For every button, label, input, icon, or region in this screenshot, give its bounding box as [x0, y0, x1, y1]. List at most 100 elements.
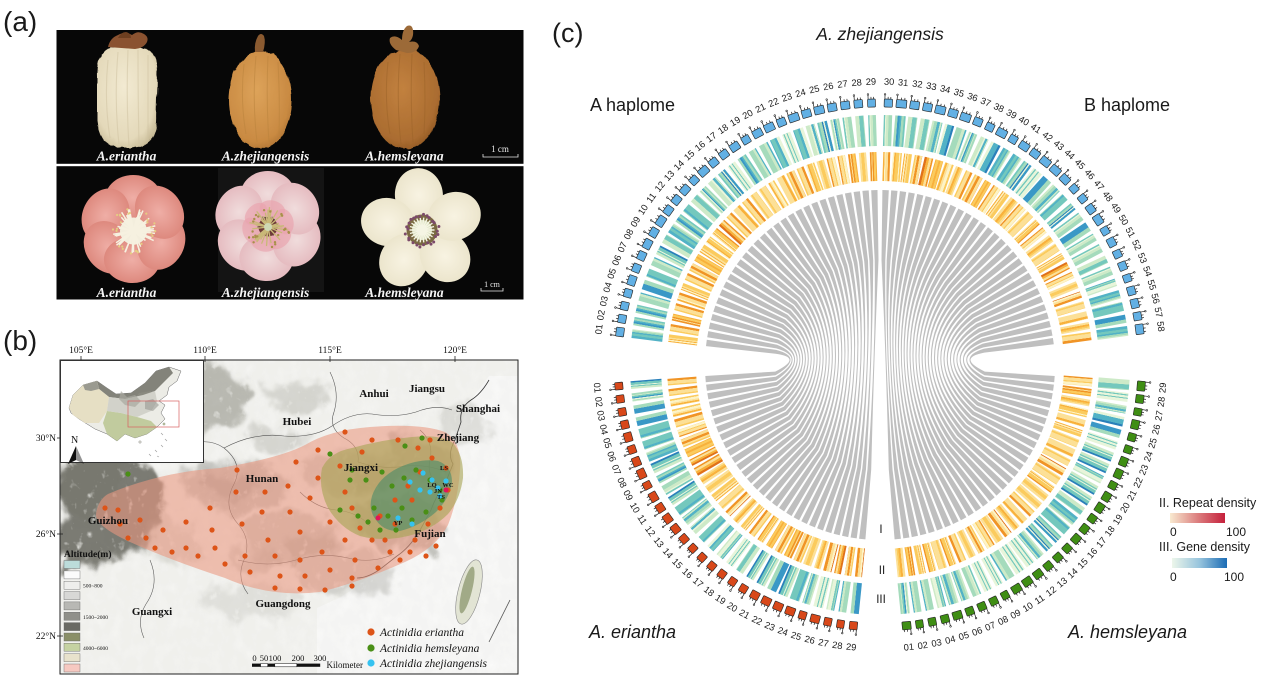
- svg-text:01: 01: [593, 323, 604, 335]
- svg-text:40: 40: [1017, 114, 1031, 128]
- svg-text:27: 27: [837, 79, 849, 90]
- svg-text:120°E: 120°E: [443, 345, 467, 356]
- svg-text:1500~2000: 1500~2000: [83, 615, 108, 621]
- svg-text:YP: YP: [394, 520, 403, 527]
- svg-text:21: 21: [1125, 488, 1139, 502]
- svg-text:A.hemsleyana: A.hemsleyana: [364, 149, 444, 164]
- svg-text:1 cm: 1 cm: [484, 280, 501, 289]
- svg-text:36: 36: [966, 91, 979, 104]
- svg-text:100: 100: [1226, 525, 1246, 539]
- svg-text:II. Repeat density: II. Repeat density: [1159, 496, 1257, 510]
- svg-text:A haplome: A haplome: [590, 95, 675, 115]
- svg-text:A.zhejiangensis: A.zhejiangensis: [221, 285, 309, 300]
- svg-text:03: 03: [930, 637, 942, 649]
- svg-text:LS: LS: [440, 465, 448, 472]
- svg-text:04: 04: [601, 281, 613, 294]
- svg-text:11: 11: [644, 191, 658, 205]
- svg-text:02: 02: [595, 309, 607, 321]
- svg-text:09: 09: [1009, 607, 1023, 621]
- svg-text:100: 100: [1224, 570, 1244, 584]
- svg-text:Guangxi: Guangxi: [132, 606, 172, 618]
- svg-text:110°E: 110°E: [193, 345, 217, 356]
- svg-text:54: 54: [1141, 265, 1154, 278]
- svg-text:27: 27: [1153, 410, 1165, 422]
- svg-text:26: 26: [1150, 423, 1162, 435]
- svg-text:Zhejiang: Zhejiang: [437, 432, 480, 444]
- svg-text:01: 01: [903, 642, 914, 653]
- svg-text:III: III: [876, 594, 886, 606]
- svg-text:500~800: 500~800: [83, 584, 103, 590]
- svg-text:(a): (a): [3, 6, 37, 37]
- svg-text:07: 07: [610, 463, 623, 476]
- svg-text:29: 29: [1157, 382, 1168, 393]
- svg-text:51: 51: [1123, 225, 1137, 239]
- svg-text:0: 0: [1170, 525, 1177, 539]
- svg-text:22: 22: [750, 614, 764, 627]
- svg-text:30: 30: [884, 77, 895, 87]
- svg-text:17: 17: [704, 130, 718, 144]
- svg-text:28: 28: [831, 640, 843, 651]
- svg-text:Guangdong: Guangdong: [255, 598, 311, 610]
- svg-text:21: 21: [754, 101, 768, 114]
- svg-text:A. hemsleyana: A. hemsleyana: [1067, 622, 1187, 642]
- svg-text:WC: WC: [442, 482, 454, 489]
- svg-text:39: 39: [1005, 107, 1019, 121]
- svg-text:20: 20: [1118, 501, 1132, 515]
- svg-text:05: 05: [601, 437, 613, 450]
- svg-text:03: 03: [598, 295, 610, 307]
- svg-text:24: 24: [776, 625, 789, 638]
- svg-text:A. eriantha: A. eriantha: [588, 622, 676, 642]
- svg-text:10: 10: [1021, 600, 1035, 614]
- svg-text:08: 08: [615, 476, 628, 490]
- svg-text:55: 55: [1145, 278, 1158, 291]
- svg-text:22°N: 22°N: [36, 631, 56, 642]
- svg-text:42: 42: [1040, 129, 1054, 143]
- svg-text:25: 25: [790, 630, 803, 643]
- svg-text:A.eriantha: A.eriantha: [96, 149, 157, 164]
- svg-text:18: 18: [1103, 524, 1117, 538]
- svg-text:19: 19: [1111, 513, 1125, 527]
- svg-text:1 cm: 1 cm: [491, 144, 509, 154]
- svg-text:04: 04: [598, 423, 610, 435]
- svg-text:TS: TS: [437, 494, 445, 501]
- svg-text:300: 300: [314, 653, 327, 663]
- svg-text:Actinidia zhejiangensis: Actinidia zhejiangensis: [379, 658, 488, 670]
- svg-text:01: 01: [592, 382, 603, 393]
- svg-text:0: 0: [252, 653, 256, 663]
- svg-text:Actinidia hemsleyana: Actinidia hemsleyana: [379, 643, 480, 655]
- svg-text:38: 38: [992, 101, 1006, 114]
- svg-text:25: 25: [1146, 437, 1158, 450]
- svg-text:35: 35: [953, 87, 966, 99]
- svg-text:Anhui: Anhui: [359, 388, 388, 400]
- svg-text:12: 12: [643, 524, 657, 538]
- svg-text:A.eriantha: A.eriantha: [96, 285, 157, 300]
- svg-text:Kilometer: Kilometer: [327, 660, 364, 670]
- svg-text:(b): (b): [3, 325, 37, 356]
- svg-text:09: 09: [629, 215, 643, 229]
- svg-text:53: 53: [1136, 251, 1149, 264]
- svg-text:27: 27: [817, 637, 829, 649]
- svg-text:Guizhou: Guizhou: [88, 515, 128, 527]
- svg-text:52: 52: [1130, 238, 1143, 252]
- svg-text:12: 12: [1044, 584, 1058, 598]
- svg-text:30°N: 30°N: [36, 433, 56, 444]
- svg-text:33: 33: [925, 81, 937, 93]
- svg-text:50: 50: [260, 653, 269, 663]
- svg-text:Altitude(m): Altitude(m): [64, 549, 112, 560]
- svg-text:23: 23: [763, 620, 776, 633]
- svg-text:31: 31: [898, 77, 909, 88]
- svg-text:23: 23: [780, 91, 793, 104]
- svg-text:I: I: [879, 524, 882, 536]
- svg-text:10: 10: [636, 203, 650, 217]
- svg-text:Hunan: Hunan: [246, 473, 278, 485]
- svg-text:Actinidia eriantha: Actinidia eriantha: [379, 627, 464, 639]
- svg-text:N: N: [71, 435, 78, 446]
- svg-text:49: 49: [1109, 201, 1123, 215]
- svg-text:05: 05: [957, 630, 970, 643]
- svg-text:28: 28: [851, 77, 862, 88]
- svg-text:50: 50: [1116, 213, 1130, 227]
- svg-text:57: 57: [1153, 306, 1165, 318]
- svg-text:LQ: LQ: [427, 482, 436, 489]
- svg-text:23: 23: [1137, 463, 1150, 476]
- svg-text:21: 21: [737, 607, 751, 621]
